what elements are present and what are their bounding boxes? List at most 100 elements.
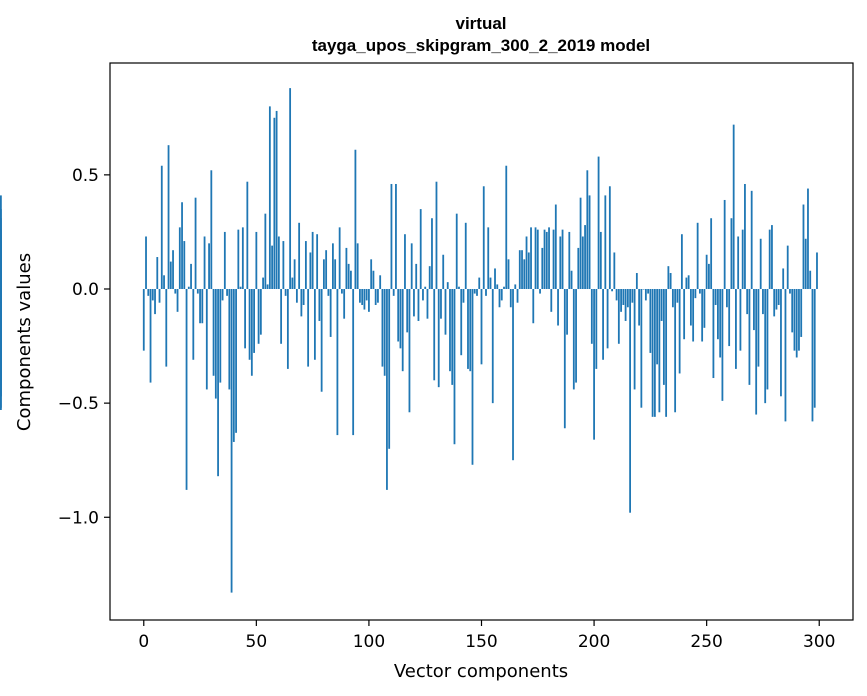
bar-95 <box>356 243 359 289</box>
bar-250 <box>705 254 708 289</box>
bar-21 <box>190 263 192 289</box>
bar-144 <box>467 289 469 369</box>
bar-232 <box>665 289 668 417</box>
bar-255 <box>717 289 719 340</box>
bar-90 <box>345 247 348 289</box>
bar-176 <box>539 289 541 294</box>
x-axis-ticks: 0 50 100 150 200 250 300 <box>138 620 835 652</box>
bar-59 <box>275 110 278 289</box>
bar-214 <box>624 289 627 321</box>
bar-263 <box>735 289 737 369</box>
bar-66 <box>291 277 294 289</box>
bar-79 <box>320 289 323 392</box>
bar-160 <box>503 286 505 289</box>
bar-1 <box>145 236 147 289</box>
bar-295 <box>807 188 809 289</box>
bar-110 <box>390 183 393 289</box>
bar-163 <box>509 289 512 308</box>
bar-294 <box>804 238 807 289</box>
bar-216 <box>629 289 631 513</box>
bar-190 <box>570 270 573 289</box>
bar-276 <box>764 289 767 404</box>
bar-37 <box>226 289 228 296</box>
bar-113 <box>397 289 400 342</box>
bar-46 <box>246 181 249 289</box>
bar-155 <box>491 289 494 404</box>
x-tick-label: 0 <box>138 632 149 652</box>
bar-56 <box>268 106 271 289</box>
bar-50 <box>255 231 258 289</box>
bar-100 <box>368 289 370 312</box>
bar-184 <box>557 289 559 326</box>
bar-199 <box>590 289 593 344</box>
bar-185 <box>559 236 562 289</box>
bar-164 <box>512 289 514 461</box>
bar-98 <box>363 289 366 310</box>
bar-215 <box>626 289 629 308</box>
bar-274 <box>759 238 762 289</box>
x-tick-label: 100 <box>353 632 385 652</box>
bar-122 <box>417 289 420 321</box>
bar-34 <box>219 289 222 383</box>
bar-188 <box>566 289 568 335</box>
bar-256 <box>719 289 722 358</box>
bar-278 <box>768 229 771 289</box>
bar-179 <box>545 231 548 289</box>
x-tick-label: 150 <box>465 632 497 652</box>
bar-35 <box>221 289 224 301</box>
bar-114 <box>399 289 402 349</box>
bar-210 <box>615 289 618 301</box>
bar-68 <box>295 289 298 303</box>
bar-143 <box>464 222 467 289</box>
bar-146 <box>471 289 474 465</box>
bar-92 <box>350 270 352 289</box>
bar-225 <box>649 289 652 353</box>
bar-138 <box>453 289 456 445</box>
bar-136 <box>449 289 451 372</box>
bar-290 <box>795 289 798 358</box>
bar-205 <box>604 195 607 289</box>
bar-202 <box>597 156 600 289</box>
bar-283 <box>780 289 782 397</box>
bar-105 <box>379 275 382 289</box>
bar-251 <box>708 263 710 289</box>
bar-299 <box>816 252 818 289</box>
bar-29 <box>208 243 210 289</box>
bar-265 <box>739 289 742 351</box>
bar-288 <box>791 289 794 333</box>
bar-158 <box>498 289 501 308</box>
bar-279 <box>771 225 773 289</box>
bar-124 <box>422 289 424 301</box>
bar-194 <box>579 197 582 289</box>
bar-212 <box>620 289 622 312</box>
bar-161 <box>505 165 508 289</box>
bar-140 <box>458 286 460 289</box>
bar-298 <box>813 289 816 408</box>
bar-6 <box>156 257 159 289</box>
bar-245 <box>694 289 697 299</box>
bar-135 <box>446 282 449 289</box>
bar-182 <box>552 229 555 289</box>
bar-168 <box>521 250 523 289</box>
bar-181 <box>550 289 553 312</box>
bars-group <box>0 88 818 593</box>
bar-141 <box>460 289 463 356</box>
bar-228 <box>656 289 659 365</box>
bar-153 <box>487 227 490 289</box>
bar-159 <box>500 289 503 301</box>
bar-166 <box>516 289 519 303</box>
bar-239 <box>680 234 683 289</box>
bar-169 <box>523 259 526 289</box>
bar-145 <box>469 289 472 372</box>
bar-281 <box>775 289 778 310</box>
bar-13 <box>172 250 174 289</box>
bar-26 <box>201 289 204 324</box>
bar-3 <box>149 289 152 383</box>
bar-28 <box>205 289 208 390</box>
bar-198 <box>588 195 591 289</box>
bar-11 <box>167 145 170 289</box>
bar-218 <box>633 289 636 390</box>
bar-201 <box>595 289 598 369</box>
bar-25 <box>199 289 201 324</box>
bar-118 <box>408 289 411 413</box>
